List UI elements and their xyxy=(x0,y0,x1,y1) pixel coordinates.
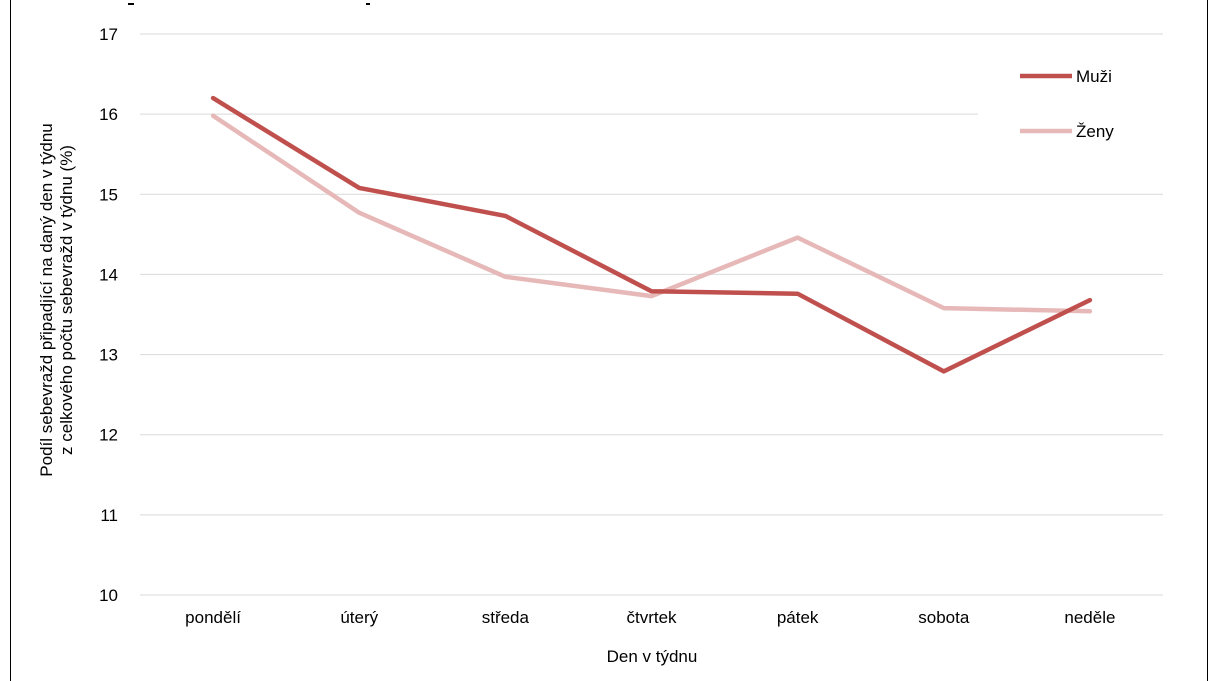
x-tick-label-4: čtvrtek xyxy=(626,608,677,627)
series-line-2 xyxy=(210,113,1093,314)
y-tick-label-14: 14 xyxy=(99,265,118,284)
y-tick-label-17: 17 xyxy=(99,25,118,44)
x-tick-label-1: pondělí xyxy=(185,608,241,627)
x-tick-label-7: neděle xyxy=(1064,608,1115,627)
legend-background xyxy=(978,58,1163,158)
x-tick-label-5: pátek xyxy=(777,608,819,627)
legend: Muži Ženy xyxy=(978,58,1163,158)
x-axis-tick-labels: pondělí úterý středa čtvrtek pátek sobota nedě… xyxy=(185,608,1115,627)
clipped-title-fragment xyxy=(120,0,380,5)
y-axis-title: Podíl sebevražd připadjící na daný den v… xyxy=(37,123,76,476)
y-tick-label-13: 13 xyxy=(99,346,118,365)
x-tick-label-3: středa xyxy=(482,608,530,627)
series-line-1 xyxy=(210,95,1093,374)
y-tick-label-12: 12 xyxy=(99,426,118,445)
y-tick-label-16: 16 xyxy=(99,105,118,124)
y-axis-title-line-1: Podíl sebevražd připadjící na daný den v… xyxy=(37,123,56,476)
x-tick-label-6: sobota xyxy=(918,608,970,627)
y-tick-label-15: 15 xyxy=(99,185,118,204)
series-lines xyxy=(210,95,1093,374)
y-tick-label-10: 10 xyxy=(99,586,118,605)
legend-label-2: Ženy xyxy=(1076,122,1114,141)
y-axis-title-line-2: z celkového počtu sebevražd v týdnu (%) xyxy=(57,145,76,455)
y-axis-tick-labels: 10 11 12 13 14 15 16 17 xyxy=(99,25,118,605)
legend-label-1: Muži xyxy=(1076,67,1112,86)
x-axis-title: Den v týdnu xyxy=(607,647,698,666)
x-tick-label-2: úterý xyxy=(340,608,378,627)
y-tick-label-11: 11 xyxy=(100,506,118,525)
